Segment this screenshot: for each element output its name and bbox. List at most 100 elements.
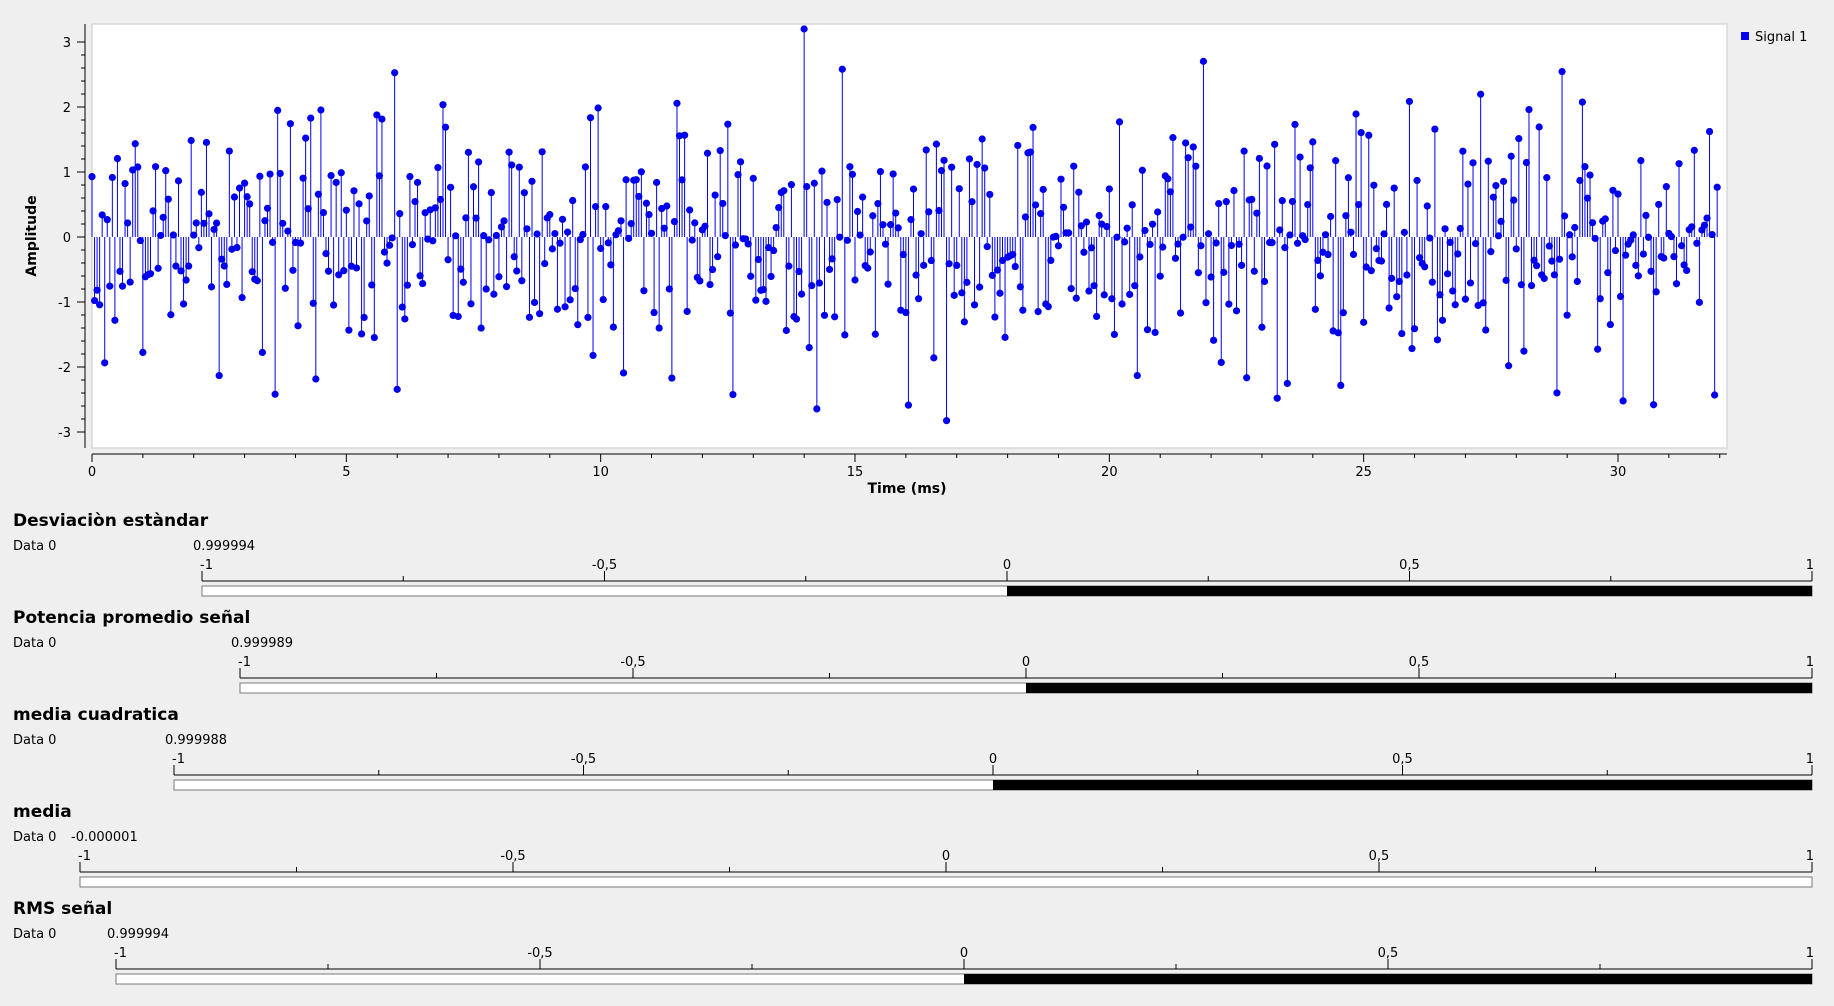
data-point — [131, 140, 139, 148]
data-point — [103, 216, 111, 224]
data-point — [169, 231, 177, 239]
data-point — [1515, 135, 1523, 143]
data-point — [1433, 336, 1442, 344]
data-point — [96, 301, 104, 309]
data-point — [317, 106, 325, 114]
data-point — [571, 284, 579, 293]
data-point — [800, 25, 808, 33]
data-point — [1222, 198, 1230, 206]
data-point — [1583, 194, 1592, 202]
data-point — [981, 164, 989, 172]
data-point — [98, 211, 106, 219]
x-tick-label: 15 — [847, 465, 864, 480]
data-point — [831, 313, 839, 321]
data-point — [1075, 188, 1083, 196]
data-point — [419, 279, 427, 288]
data-point — [1484, 157, 1492, 165]
data-point — [594, 104, 602, 112]
data-point — [380, 248, 389, 256]
data-point — [808, 282, 816, 290]
plot-canvas[interactable] — [91, 23, 1728, 449]
data-point — [1443, 270, 1452, 278]
data-point — [881, 240, 890, 248]
data-point — [904, 401, 913, 409]
gauge-tick-label: 0 — [960, 946, 968, 961]
data-point — [1540, 274, 1548, 283]
data-point — [586, 114, 595, 122]
data-point — [1690, 146, 1698, 154]
data-point — [1471, 239, 1480, 248]
data-point — [1037, 210, 1045, 218]
y-tick-label: 3 — [63, 36, 71, 51]
data-point — [1031, 201, 1040, 209]
data-point — [513, 267, 521, 275]
data-point — [683, 307, 691, 316]
data-point — [1291, 120, 1299, 129]
data-point — [614, 227, 623, 235]
data-point — [357, 330, 366, 338]
data-point — [930, 354, 938, 362]
data-point — [986, 190, 994, 199]
legend[interactable]: Signal 1 — [1741, 30, 1807, 45]
data-point — [497, 223, 506, 231]
data-point — [220, 262, 228, 270]
data-point — [818, 167, 826, 175]
data-point — [472, 214, 480, 222]
gauge-tick-label: 0,5 — [1369, 849, 1390, 864]
data-point — [464, 148, 473, 156]
data-point — [719, 199, 727, 208]
data-point — [703, 149, 712, 157]
data-point — [813, 405, 821, 413]
data-point — [856, 231, 864, 239]
data-point — [1451, 301, 1459, 309]
data-point — [937, 167, 946, 175]
data-point — [1014, 141, 1022, 150]
data-point — [111, 316, 119, 324]
data-point — [1204, 230, 1213, 238]
data-point — [533, 230, 541, 238]
data-point — [820, 311, 829, 319]
data-point — [1713, 183, 1721, 191]
data-point — [909, 185, 918, 193]
data-point — [1688, 223, 1696, 231]
data-point — [1182, 139, 1190, 147]
data-point — [429, 237, 437, 245]
data-point — [1627, 236, 1635, 244]
data-point — [797, 290, 806, 298]
y-tick-label: 0 — [63, 231, 71, 246]
data-point — [815, 279, 823, 287]
data-point — [1138, 166, 1146, 174]
data-value: 0.999988 — [165, 733, 228, 748]
data-point — [792, 315, 801, 323]
level-gauge: -1 -0,5 0 0,5 1 — [78, 848, 1814, 898]
data-point — [1502, 276, 1510, 284]
gauge-tick-label: 0 — [942, 849, 950, 864]
data-point — [454, 312, 462, 321]
data-point — [1126, 290, 1134, 299]
data-point — [976, 283, 984, 291]
data-point — [1199, 57, 1208, 65]
data-value: 0.999994 — [193, 539, 256, 554]
data-point — [932, 140, 940, 148]
gauge-tick-label: 0 — [1003, 558, 1011, 573]
data-point — [202, 138, 211, 147]
data-point — [668, 374, 676, 382]
data-point — [734, 171, 742, 179]
data-point — [663, 202, 671, 210]
data-point — [963, 278, 971, 286]
data-point — [942, 417, 951, 425]
gauge-tick-label: 1 — [1806, 752, 1814, 767]
data-point — [1250, 267, 1258, 275]
data-point — [637, 168, 645, 176]
data-point — [1677, 242, 1686, 250]
gauge-tick-label: -1 — [78, 849, 91, 864]
data-point — [1530, 256, 1538, 264]
gauge-tick-label: -0,5 — [571, 752, 596, 767]
data-point — [106, 282, 114, 290]
data-point — [480, 232, 488, 240]
data-point — [920, 261, 928, 269]
data-point — [441, 123, 450, 131]
data-point — [1110, 330, 1119, 339]
time-sink-plot[interactable]: 0 5 10 15 20 25 30 -3 -2 -1 0 1 2 3 Time (ms) Amplit… — [0, 0, 1834, 500]
data-point — [261, 217, 269, 225]
